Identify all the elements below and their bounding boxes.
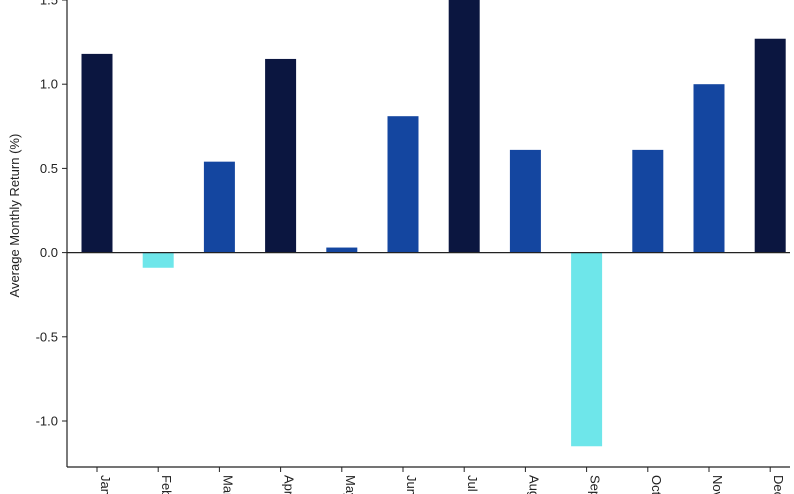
bar-oct [632,149,664,253]
bar-feb [142,252,174,268]
y-tick-label: 0.5 [40,161,58,176]
y-tick-label: -1.0 [36,414,58,429]
bars-group [81,0,786,447]
bar-nov [693,84,725,253]
x-tick-label-dec: Dec [771,475,786,494]
y-ticks-group: 1.5 1.0 0.5 0.0 -0.5 -1.0 [36,0,67,429]
y-axis-title: Average Monthly Return (%) [7,134,22,298]
y-tick-label: 0.0 [40,245,58,260]
y-tick-label: 1.5 [40,0,58,8]
x-tick-label-aug: Aug [526,475,541,494]
bar-jun [387,116,419,253]
bar-apr [265,58,297,253]
y-tick-label: -0.5 [36,329,58,344]
bar-aug [509,149,541,253]
x-tick-label-nov: Nov [710,475,725,494]
bar-dec [754,38,786,253]
x-tick-label-jan: Jan [98,475,113,494]
bar-jul [448,0,480,253]
bar-jan [81,53,113,253]
bar-may [326,247,358,253]
x-tick-label-jun: Jun [404,475,419,494]
x-tick-label-sep: Sep [588,475,603,494]
x-tick-label-feb: Feb [159,475,174,494]
x-ticks-group: Jan Feb Mar Apr May Jun Jul Aug Sep Oct Nov Dec [96,467,786,494]
bar-sep [571,252,603,447]
x-tick-label-jul: Jul [465,475,480,492]
x-tick-label-mar: Mar [220,475,235,494]
y-tick-label: 1.0 [40,77,58,92]
x-tick-label-may: May [343,475,358,494]
x-tick-label-oct: Oct [649,475,664,494]
x-tick-label-apr: Apr [282,475,297,494]
bar-mar [203,161,235,253]
